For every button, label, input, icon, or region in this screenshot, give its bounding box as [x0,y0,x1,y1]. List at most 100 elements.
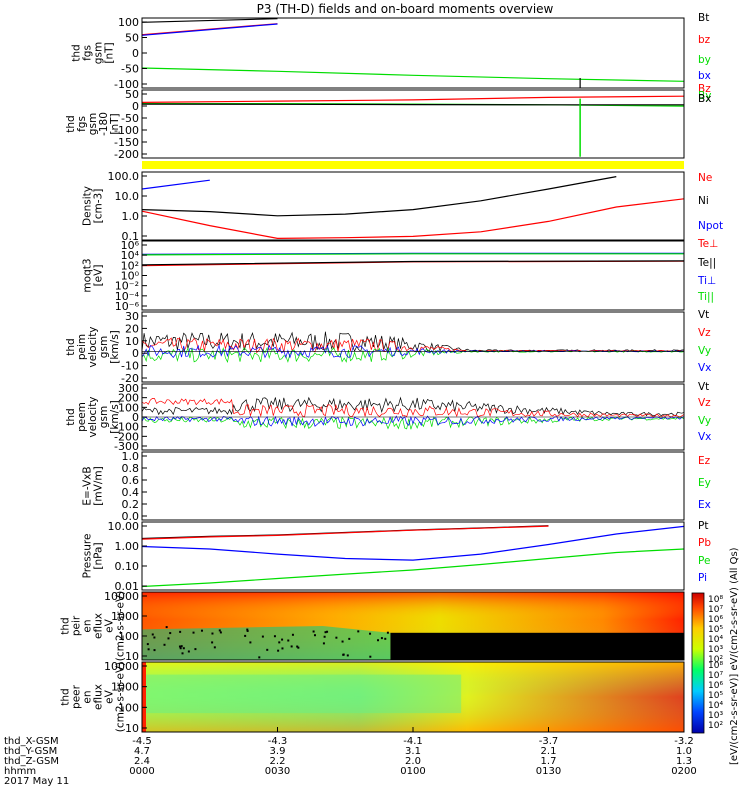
y-tick-label: 10⁶ [121,239,140,252]
p2-legend-entry: Bz [698,83,711,95]
p9-dropout-pixel [169,632,172,635]
p5-trace-black [141,331,685,353]
p9-dropout-pixel [153,649,156,652]
ephem-value: -4.5 [132,736,152,747]
p7-y-axis-label: E=-VxB[mV/m] [82,466,105,505]
p5-legend-entry: Vy [698,345,711,357]
y-tick-label: 0.6 [122,474,140,487]
p3-series-Ne [141,198,685,240]
p6-trace-black [141,396,685,417]
p9-dropout-pixel [249,641,252,644]
p10-y-axis-label: thdpeerenefluxeV(cm2-s-sr-eV) [60,662,127,732]
p3-y-axis-label: Density[cm-3] [82,186,105,226]
p9-dropout-pixel [261,635,264,638]
colorbar-scale [691,592,705,734]
p9-dropout-pixel [246,628,249,631]
p9-dropout-pixel [281,638,284,641]
ephem-row-label: thd_X-GSM [4,736,59,747]
p8-legend-entry: Pt [698,520,708,532]
y-tick-label: 50 [125,88,139,101]
time-tick-label: 0100 [400,766,425,777]
y-tick-label: 1000 [111,610,139,623]
p9-dropout-pixel [180,645,183,648]
y-tick-label: 10 [125,722,139,735]
p9-dropout-pixel [273,635,276,638]
p4-series-Ti [141,253,684,256]
p9-dropout-pixel [213,646,216,649]
colorbar-tick: 10⁷ [708,671,723,681]
p9-dropout-pixel [200,629,203,632]
p5-frame [141,311,685,383]
p6-legend-entry: Vz [698,397,711,409]
ephem-value: 2.2 [270,756,286,767]
p9-no-count-region [390,632,684,660]
ephem-value: -4.3 [268,736,288,747]
p3-legend-entry: Npot [698,220,723,232]
p9-dropout-pixel [291,633,294,636]
y-tick-label: -50 [121,112,139,125]
colorbar: 10⁸10⁷10⁶10⁵10⁴10³10²10⁸10⁷10⁶10⁵10⁴10³1… [691,547,740,765]
y-tick-label: 10⁻⁶ [115,300,140,313]
p8-legend-entry: Pi [698,572,707,584]
p9-dropout-pixel [335,636,338,639]
p6-trace-blue [141,415,685,427]
p9-dropout-pixel [384,637,387,640]
y-tick-label: 10 [125,335,139,348]
p9-dropout-pixel [211,641,214,644]
p4-legend-entry: Te|| [697,257,716,269]
y-tick-label: 0.10 [115,560,140,573]
colorbar-tick: 10² [708,721,723,731]
p5-legend-entry: Vt [698,309,709,321]
p4-series-Te [141,260,685,266]
time-tick-label: 0000 [129,766,154,777]
p5-legend-entry: Vz [698,327,711,339]
p9-dropout-pixel [266,648,269,651]
time-tick-label: 0030 [265,766,290,777]
colorbar-tick: 10⁸ [708,661,723,671]
p9-dropout-pixel [151,633,154,636]
y-tick-label: 100 [118,701,139,714]
p9-dropout-pixel [219,631,222,634]
y-tick-label: 0.8 [122,462,140,475]
y-tick-label: 0.0 [122,510,140,523]
p1-legend-entry: bx [698,70,711,82]
p1-series-by [141,67,685,82]
p6-legend-entry: Vx [698,431,711,443]
ephem-value: 2.0 [405,756,421,767]
y-tick-label: 30 [125,310,139,323]
p8-series-Pi [141,525,685,561]
colorbar-tick: 10⁴ [708,701,723,711]
p9-dropout-pixel [290,645,293,648]
p9-dropout-pixel [244,634,247,637]
y-tick-label: 0.1 [122,230,140,243]
p4-y-axis-label: moqt3[eV] [82,258,105,292]
ephem-value: 4.7 [134,746,150,757]
y-tick-label: 200 [118,392,139,405]
colorbar-tick: 10³ [708,711,723,721]
colorbar-tick: 10⁶ [708,681,723,691]
p9-dropout-pixel [218,629,221,632]
p1-legend-entry: Bt [698,12,709,24]
colorbar-tick: 10⁸ [708,595,723,605]
ephem-value: 3.9 [270,746,286,757]
p9-dropout-pixel [296,645,299,648]
y-tick-label: 0.01 [115,580,140,593]
ephem-value: -4.1 [403,736,423,747]
p9-dropout-pixel [258,656,261,659]
p6-y-axis-label: thdpeemvelocitygsm[km/s] [65,396,121,437]
p9-dropout-pixel [342,653,345,656]
p8-legend-entry: Pe [698,555,710,567]
p9-dropout-pixel [369,632,372,635]
p9-dropout-pixel [357,630,360,633]
ephem-row-label: thd_Z-GSM [4,756,59,767]
p9-dropout-pixel [326,630,329,633]
p9-dropout-pixel [182,647,185,650]
y-tick-label: -20 [121,372,139,385]
p9-dropout-pixel [278,641,281,644]
p9-dropout-pixel [277,649,280,652]
p1-legend-entry: by [698,54,711,66]
colorbar-tick: 10⁵ [708,691,723,701]
p1-series-Bt [141,18,278,23]
y-tick-label: 100 [118,16,139,29]
